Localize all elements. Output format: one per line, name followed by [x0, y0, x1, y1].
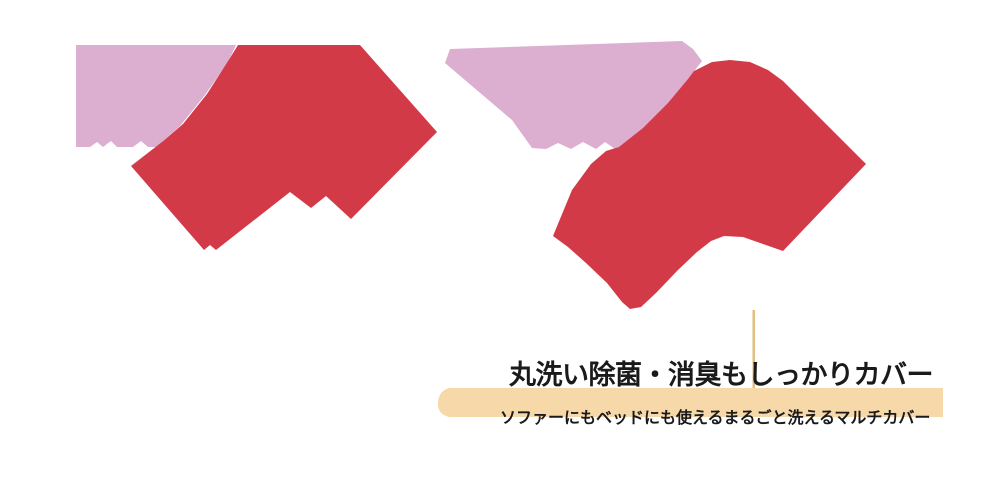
- pink-brush-stroke-left-shape: [76, 45, 236, 147]
- highlight-bar: [437, 388, 943, 417]
- red-brush-stroke-right-shape: [553, 60, 866, 309]
- subcopy-text: ソファーにもベッドにも使えるまるごと洗えるマルチカバー: [500, 408, 931, 427]
- vertical-accent-line: [752, 310, 755, 390]
- headline-text: 丸洗い除菌・消臭もしっかりカバー: [509, 360, 934, 391]
- red-brush-stroke-left-shape: [131, 45, 437, 250]
- pink-brush-stroke-right-shape: [445, 41, 702, 149]
